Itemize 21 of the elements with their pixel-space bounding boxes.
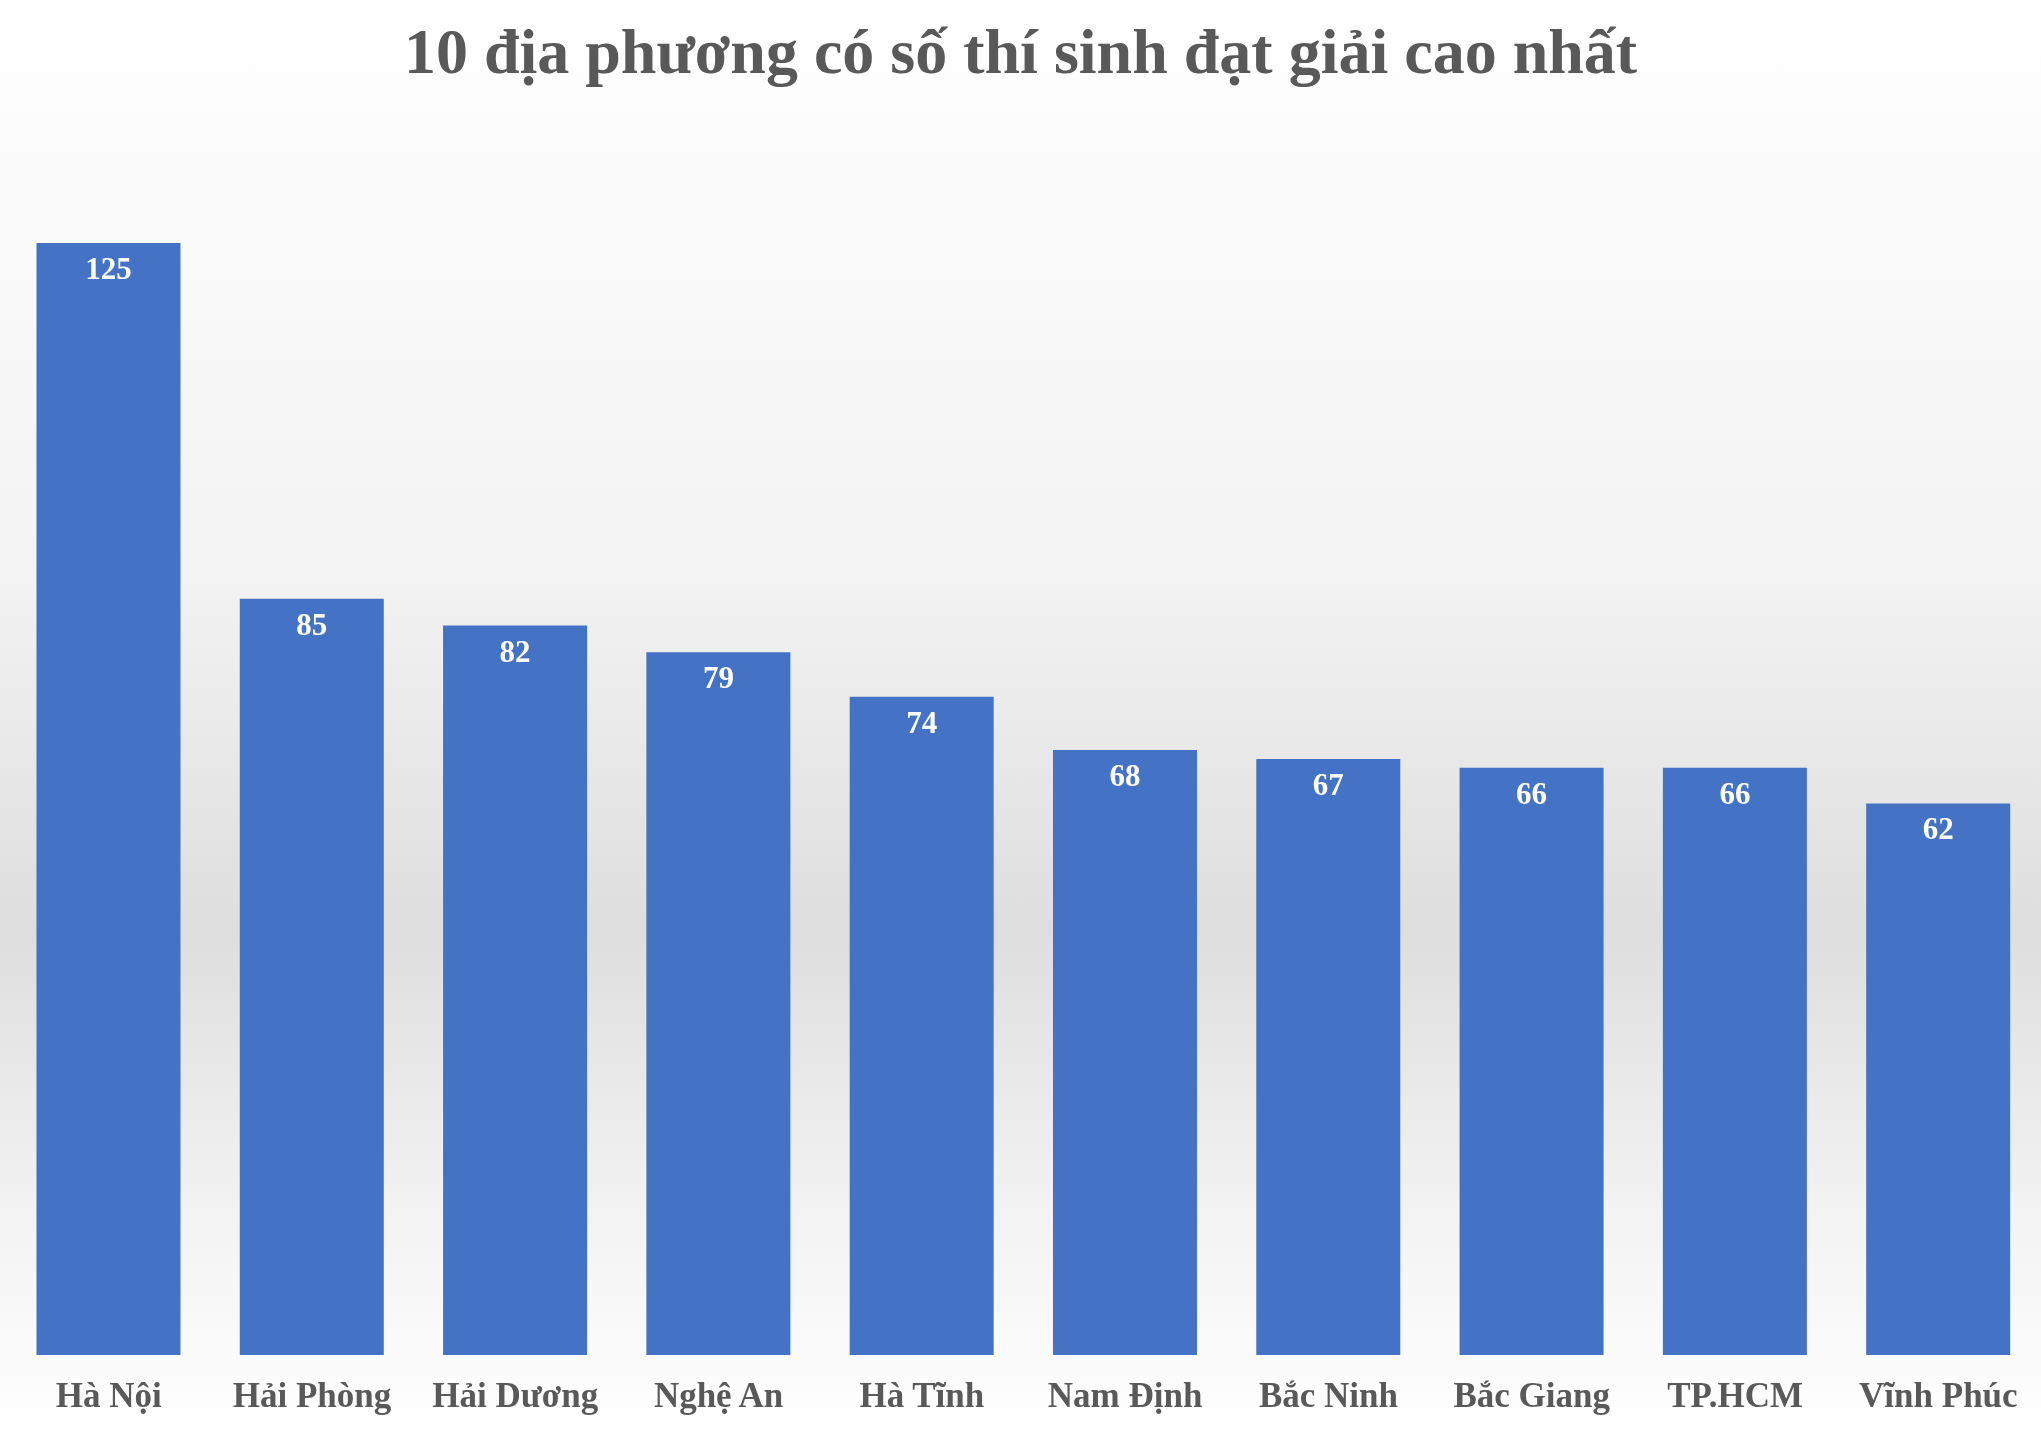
- data-label: 79: [702, 660, 734, 696]
- chart-title: 10 địa phương có số thí sinh đạt giải cao nhất: [402, 15, 1639, 89]
- x-tick-label: Hải Phòng: [232, 1376, 392, 1415]
- x-tick-label: Bắc Ninh: [1258, 1376, 1398, 1415]
- x-tick-label: Bắc Giang: [1453, 1376, 1611, 1415]
- x-tick-label: Nam Định: [1047, 1376, 1203, 1415]
- data-label: 74: [906, 704, 938, 740]
- x-tick-label: Hà Nội: [55, 1376, 162, 1415]
- data-label: 67: [1312, 766, 1344, 802]
- x-tick-label: TP.HCM: [1667, 1376, 1803, 1415]
- data-label: 62: [1922, 811, 1954, 847]
- x-tick-label: Nghệ An: [653, 1376, 784, 1415]
- data-label: 66: [1719, 775, 1751, 811]
- data-label: 85: [296, 606, 328, 642]
- data-label: 66: [1516, 775, 1548, 811]
- x-tick-label: Hà Tĩnh: [859, 1376, 985, 1415]
- x-tick-label: Hải Dương: [432, 1376, 599, 1415]
- data-label: 68: [1109, 758, 1141, 794]
- data-label: 82: [499, 633, 531, 669]
- data-label: 125: [85, 251, 132, 287]
- x-tick-label: Vĩnh Phúc: [1859, 1376, 2018, 1415]
